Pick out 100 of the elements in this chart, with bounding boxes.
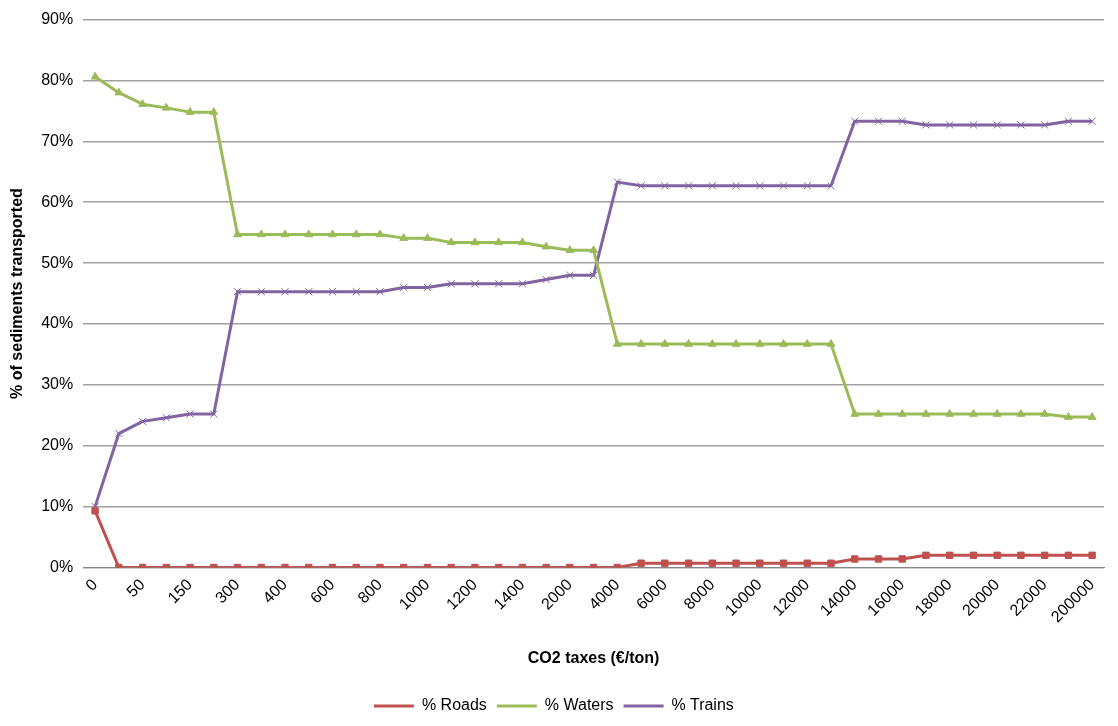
point xyxy=(898,555,906,563)
point xyxy=(209,107,219,115)
point xyxy=(874,409,883,417)
point xyxy=(851,555,859,563)
point xyxy=(1016,120,1025,129)
point xyxy=(637,181,646,190)
y-tick-label: 80% xyxy=(41,70,74,88)
point xyxy=(541,241,551,250)
x-axis-title: CO2 taxes (€/ton) xyxy=(527,648,660,666)
point xyxy=(90,71,100,80)
y-tick-label: 30% xyxy=(41,375,74,393)
x-tick-label: 50 xyxy=(123,575,148,601)
point xyxy=(897,409,907,417)
legend-label: % Waters xyxy=(544,696,614,714)
point xyxy=(114,429,123,438)
point xyxy=(874,117,883,126)
point xyxy=(518,237,527,246)
point xyxy=(1063,412,1073,420)
x-tick-label: 300 xyxy=(211,575,243,607)
point xyxy=(945,120,954,129)
x-tick-label: 400 xyxy=(259,575,291,607)
y-tick-label: 90% xyxy=(41,10,74,28)
point xyxy=(518,279,527,288)
point xyxy=(375,287,384,296)
point xyxy=(185,107,195,115)
point xyxy=(91,507,99,515)
point xyxy=(827,559,835,567)
point xyxy=(803,559,811,567)
point xyxy=(446,237,456,246)
point xyxy=(186,410,195,419)
point xyxy=(1040,120,1049,129)
point xyxy=(233,287,242,296)
point xyxy=(921,120,930,129)
point xyxy=(826,339,836,347)
y-tick-label: 20% xyxy=(41,436,74,454)
point xyxy=(375,229,385,238)
point xyxy=(304,229,314,238)
point xyxy=(423,283,432,292)
point xyxy=(779,559,788,567)
point xyxy=(257,287,266,296)
legend-label: % Trains xyxy=(671,696,734,714)
point xyxy=(494,279,503,288)
point xyxy=(708,181,717,190)
x-tick-label: 0 xyxy=(82,575,101,594)
point xyxy=(708,559,716,567)
point xyxy=(803,181,812,190)
point xyxy=(636,339,646,347)
point xyxy=(637,559,645,567)
point xyxy=(399,233,409,241)
point xyxy=(1040,551,1049,559)
point xyxy=(494,237,504,246)
point xyxy=(755,339,765,347)
point xyxy=(612,339,622,347)
point xyxy=(1016,409,1026,417)
point xyxy=(969,120,978,129)
point xyxy=(423,233,432,241)
y-tick-label: 60% xyxy=(41,192,74,210)
point xyxy=(542,275,551,284)
point xyxy=(850,117,859,126)
y-tick-label: 70% xyxy=(41,131,74,149)
point xyxy=(707,339,717,347)
point xyxy=(565,271,574,280)
point xyxy=(304,287,313,296)
point xyxy=(922,551,930,559)
point xyxy=(946,551,954,559)
point xyxy=(992,409,1002,417)
point xyxy=(802,339,812,347)
point xyxy=(589,245,599,254)
point xyxy=(921,409,931,417)
point xyxy=(993,120,1002,129)
point xyxy=(732,181,741,190)
point xyxy=(256,229,266,238)
point xyxy=(779,181,788,190)
point xyxy=(874,555,883,563)
point xyxy=(732,559,740,567)
point xyxy=(1088,551,1096,559)
point xyxy=(1064,551,1073,559)
point xyxy=(779,339,788,347)
point xyxy=(660,181,669,190)
x-tick-label: 800 xyxy=(354,575,386,607)
point xyxy=(209,410,218,419)
point xyxy=(1040,409,1050,417)
point xyxy=(684,559,693,567)
point xyxy=(850,409,860,417)
point xyxy=(826,181,836,190)
point xyxy=(755,181,764,190)
point xyxy=(280,287,290,296)
point xyxy=(565,245,575,254)
y-tick-label: 0% xyxy=(50,557,74,575)
point xyxy=(756,559,764,567)
point xyxy=(233,229,242,238)
point xyxy=(1064,117,1073,126)
point xyxy=(684,181,693,190)
point xyxy=(684,339,693,347)
y-axis-title: % of sediments transported xyxy=(8,188,26,399)
point xyxy=(328,229,337,238)
point xyxy=(162,413,171,422)
point xyxy=(1087,412,1097,420)
point xyxy=(969,409,978,417)
point xyxy=(945,409,955,417)
